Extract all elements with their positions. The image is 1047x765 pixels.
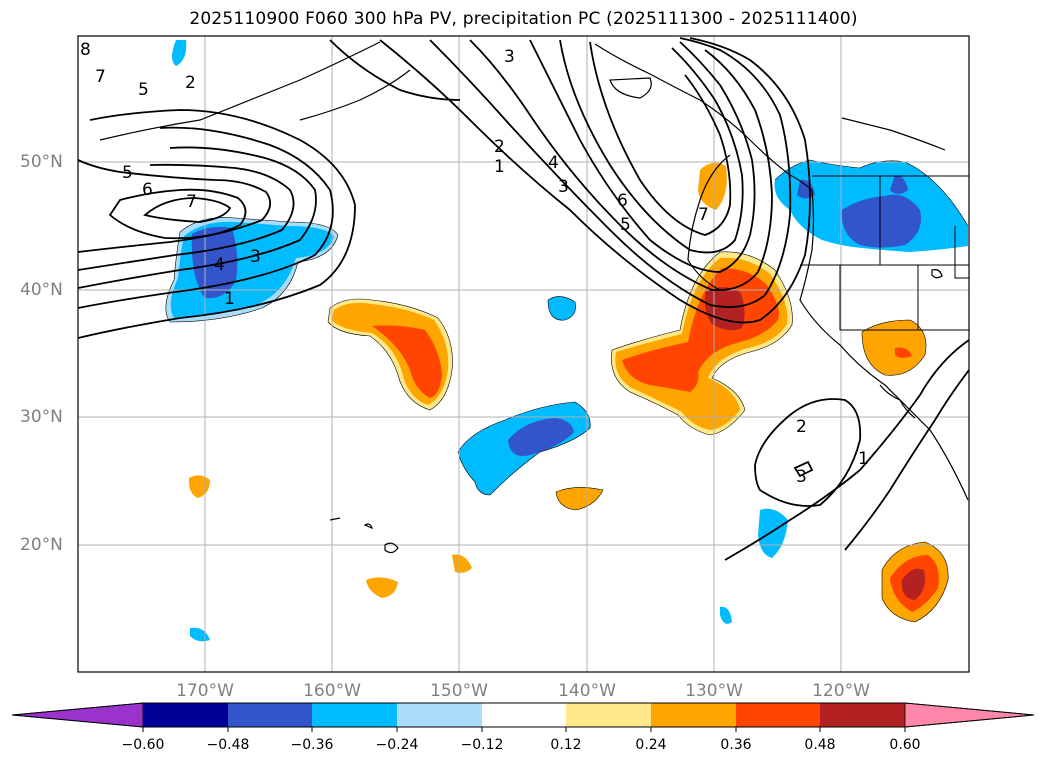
map-title: 2025110900 F060 300 hPa PV, precipitatio… — [189, 9, 858, 29]
contour-label: 3 — [504, 47, 515, 67]
contour-label: 1 — [494, 157, 505, 177]
contour-label: 2 — [796, 417, 807, 437]
contour-label: 3 — [250, 247, 261, 267]
contour-label: 5 — [620, 215, 631, 235]
contour-label: 4 — [548, 153, 559, 173]
colorbar-segment — [482, 703, 566, 727]
colorbar-tick-label: −0.24 — [375, 737, 419, 753]
political-borders — [800, 175, 969, 331]
lon-label-120w: 120°W — [812, 681, 870, 701]
precip-strong-positive — [704, 287, 745, 331]
lon-label-160w: 160°W — [303, 681, 361, 701]
colorbar-segment — [228, 703, 312, 727]
precip-anomaly-shading — [165, 40, 969, 642]
lat-label-50n: 50°N — [20, 152, 63, 172]
lat-label-40n: 40°N — [20, 280, 63, 300]
plot-frame — [77, 35, 970, 673]
lat-label-20n: 20°N — [20, 535, 63, 555]
contour-label: 2 — [494, 137, 505, 157]
contour-label: 7 — [95, 67, 106, 87]
colorbar-segment — [820, 703, 905, 727]
contour-label: 1 — [858, 449, 869, 469]
contour-label: 2 — [185, 73, 196, 93]
contour-label: 7 — [698, 205, 709, 225]
colorbar-tick-label: 0.48 — [804, 737, 836, 753]
contour-label: 8 — [80, 40, 91, 60]
colorbar-segment — [312, 703, 397, 727]
contour-label: 3 — [558, 177, 569, 197]
colorbar-segment — [651, 703, 736, 727]
colorbar-tick-label: 0.60 — [889, 737, 921, 753]
colorbar-tick-label: 0.36 — [720, 737, 752, 753]
precip-positive-area — [556, 487, 603, 510]
pv-contours — [78, 37, 969, 561]
contour-label: 3 — [796, 467, 807, 487]
map-gridlines — [78, 36, 969, 672]
precip-negative-area — [548, 296, 576, 321]
colorbar-segment — [904, 702, 1035, 728]
colorbar — [11, 702, 1035, 732]
contour-label: 1 — [224, 289, 235, 309]
coastlines — [99, 41, 969, 554]
colorbar-segment — [397, 703, 482, 727]
lat-label-30n: 30°N — [20, 407, 63, 427]
lon-label-140w: 140°W — [558, 681, 616, 701]
precip-strong-positive — [901, 568, 925, 600]
contour-label: 4 — [214, 255, 225, 275]
colorbar-segment — [566, 703, 651, 727]
precip-strong-negative — [191, 226, 238, 299]
colorbar-segment — [11, 702, 144, 728]
precip-positive-area — [862, 320, 926, 376]
colorbar-tick-label: 0.24 — [635, 737, 667, 753]
colorbar-segment — [143, 703, 228, 727]
lon-label-150w: 150°W — [430, 681, 488, 701]
contour-label: 6 — [142, 180, 153, 200]
colorbar-tick-label: −0.36 — [290, 737, 334, 753]
contour-label: 5 — [138, 80, 149, 100]
lon-label-130w: 130°W — [685, 681, 743, 701]
colorbar-segment — [736, 703, 820, 727]
contour-label: 7 — [186, 192, 197, 212]
lon-label-170w: 170°W — [176, 681, 234, 701]
colorbar-tick-label: 0.12 — [550, 737, 582, 753]
precip-positive-area — [698, 162, 727, 210]
precip-negative-area — [758, 508, 788, 558]
colorbar-tick-label: −0.60 — [121, 737, 165, 753]
contour-label: 5 — [122, 163, 133, 183]
contour-label: 6 — [617, 191, 628, 211]
colorbar-tick-label: −0.48 — [206, 737, 250, 753]
colorbar-tick-label: −0.12 — [460, 737, 504, 753]
contour-labels: 8 7 5 2 5 6 7 4 3 1 3 2 1 4 3 6 5 7 2 3 … — [79, 40, 869, 487]
